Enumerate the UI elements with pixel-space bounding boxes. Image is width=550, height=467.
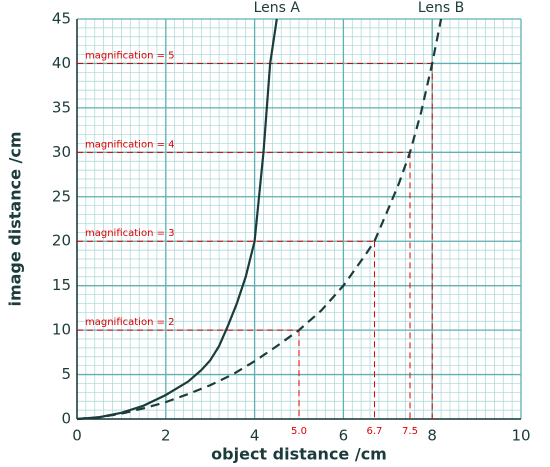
annotation-x-label: 6.7 (367, 426, 383, 437)
y-tick-label: 30 (52, 143, 71, 161)
annotation: magnification = 5 (85, 50, 175, 61)
series-line (76, 18, 278, 421)
annotation: magnification = 3 (85, 228, 175, 239)
y-tick-label: 5 (61, 365, 71, 383)
legend-label: Lens A (254, 0, 301, 16)
annotation: magnification = 2 (85, 317, 175, 328)
annotation-x-label: 5.0 (291, 426, 307, 437)
annotation: magnification = 4 (85, 139, 175, 150)
annotation-x-label: 7.5 (402, 426, 418, 437)
y-tick-label: 45 (52, 10, 71, 28)
x-tick-label: 10 (511, 427, 530, 445)
x-tick-label: 4 (250, 427, 260, 445)
x-tick-label: 6 (339, 427, 349, 445)
y-tick-label: 10 (52, 321, 71, 339)
x-tick-label: 8 (427, 427, 437, 445)
series-line (76, 18, 443, 421)
legend-label: Lens B (418, 0, 464, 16)
minor-grid (76, 18, 522, 420)
x-tick-label: 2 (161, 427, 171, 445)
y-tick-label: 15 (52, 276, 71, 294)
x-tick-label: 0 (72, 427, 82, 445)
y-tick-label: 40 (52, 54, 71, 72)
y-tick-label: 25 (52, 187, 71, 205)
y-axis-label: image distance /cm (6, 131, 25, 306)
x-axis-label: object distance /cm (211, 445, 387, 464)
y-tick-label: 20 (52, 232, 71, 250)
y-tick-label: 35 (52, 98, 71, 116)
y-tick-label: 0 (61, 410, 71, 428)
